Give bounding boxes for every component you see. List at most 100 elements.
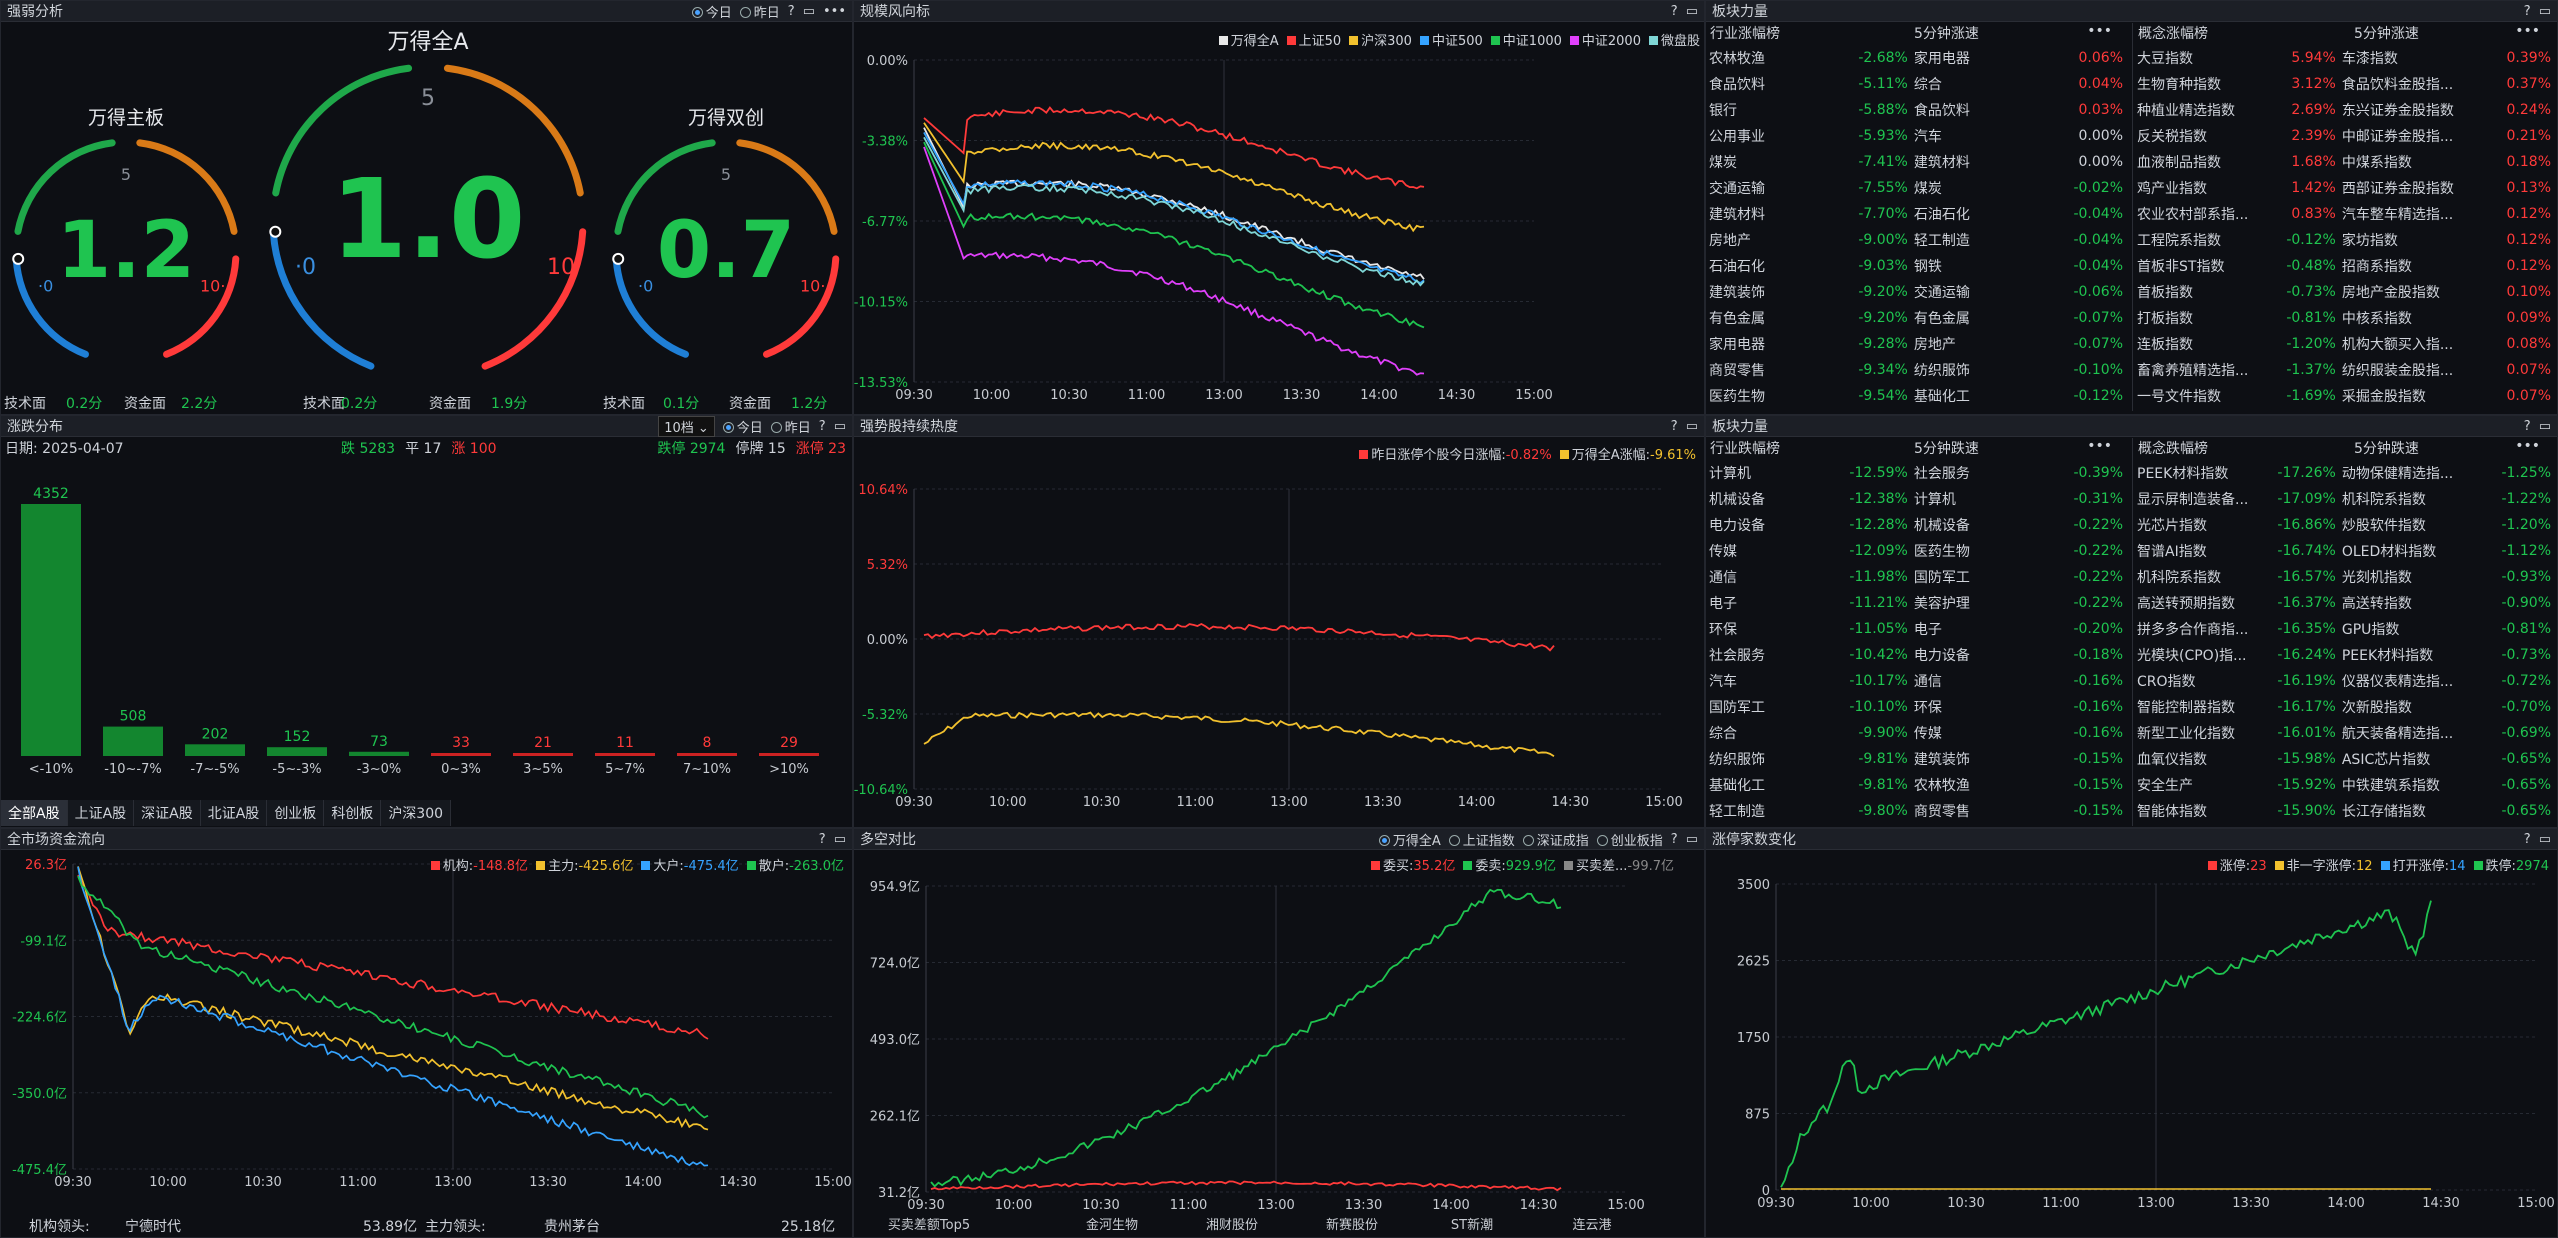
help-icon[interactable]: ? — [818, 831, 826, 847]
rank-row[interactable]: 房地产 -9.00% 轻工制造 -0.04% — [1706, 227, 2126, 253]
help-icon[interactable]: ? — [1670, 3, 1678, 19]
legend-item[interactable]: 万得全A — [1218, 30, 1279, 49]
rank-row[interactable]: 智能控制器指数 -16.17% 次新股指数 -0.70% — [2134, 694, 2554, 720]
rank-row[interactable]: 家用电器 -9.28% 房地产 -0.07% — [1706, 331, 2126, 357]
help-icon[interactable]: ? — [2523, 831, 2531, 847]
rank-row[interactable]: 通信 -11.98% 国防军工 -0.22% — [1706, 564, 2126, 590]
dist-bar[interactable] — [349, 751, 409, 756]
dist-bar[interactable] — [103, 726, 163, 756]
top5-stock[interactable]: ST新潮 — [1451, 1217, 1493, 1233]
rank-row[interactable]: 连板指数 -1.20% 机构大额买入指... 0.08% — [2134, 331, 2554, 357]
dist-bar[interactable] — [21, 504, 81, 756]
top5-stock[interactable]: 连云港 — [1572, 1217, 1611, 1233]
help-icon[interactable]: ? — [2523, 418, 2531, 434]
legend-item[interactable]: 机构:-148.8亿 — [430, 855, 528, 874]
rank-row[interactable]: 环保 -11.05% 电子 -0.20% — [1706, 616, 2126, 642]
legend-item[interactable]: 大户:-475.4亿 — [641, 855, 739, 874]
rank-row[interactable]: 鸡产业指数 1.42% 西部证券金股指数 0.13% — [2134, 175, 2554, 201]
legend-item[interactable]: 散户:-263.0亿 — [746, 855, 844, 874]
chat-icon[interactable]: ▭ — [833, 831, 846, 847]
legend-item[interactable]: 昨日涨停个股今日涨幅:-0.82% — [1359, 444, 1552, 463]
rank-row[interactable]: 电子 -11.21% 美容护理 -0.22% — [1706, 590, 2126, 616]
rank-row[interactable]: 电力设备 -12.28% 机械设备 -0.22% — [1706, 512, 2126, 538]
rank-row[interactable]: 国防军工 -10.10% 环保 -0.16% — [1706, 694, 2126, 720]
top5-stock[interactable]: 新赛股份 — [1326, 1217, 1378, 1233]
rank-row[interactable]: 社会服务 -10.42% 电力设备 -0.18% — [1706, 642, 2126, 668]
index-radio[interactable]: 万得全A — [1378, 830, 1441, 849]
legend-item[interactable]: 买卖差...-99.7亿 — [1563, 855, 1674, 874]
legend-item[interactable]: 打开涨停:14 — [2380, 855, 2466, 874]
rank-row[interactable]: 安全生产 -15.92% 中铁建筑系指数 -0.65% — [2134, 772, 2554, 798]
more-icon[interactable]: ••• — [2087, 438, 2112, 454]
chat-icon[interactable]: ▭ — [802, 3, 815, 19]
rank-row[interactable]: CRO指数 -16.19% 仪器仪表精选指... -0.72% — [2134, 668, 2554, 694]
rank-row[interactable]: 汽车 -10.17% 通信 -0.16% — [1706, 668, 2126, 694]
market-tab[interactable]: 北证A股 — [200, 800, 268, 826]
yesterday-radio[interactable]: 昨日 — [739, 2, 780, 21]
rank-row[interactable]: 大豆指数 5.94% 车漆指数 0.39% — [2134, 45, 2554, 71]
legend-item[interactable]: 中证500 — [1419, 30, 1483, 49]
chat-icon[interactable]: ▭ — [1685, 418, 1698, 434]
rank-row[interactable]: 血液制品指数 1.68% 中煤系指数 0.18% — [2134, 149, 2554, 175]
legend-item[interactable]: 委买:35.2亿 — [1371, 855, 1455, 874]
rank-row[interactable]: 机械设备 -12.38% 计算机 -0.31% — [1706, 486, 2126, 512]
legend-item[interactable]: 非一字涨停:12 — [2274, 855, 2373, 874]
rank-row[interactable]: 农林牧渔 -2.68% 家用电器 0.06% — [1706, 45, 2126, 71]
help-icon[interactable]: ? — [1670, 418, 1678, 434]
rank-row[interactable]: 首板指数 -0.73% 房地产金股指数 0.10% — [2134, 279, 2554, 305]
market-tab[interactable]: 沪深300 — [381, 800, 452, 826]
rank-row[interactable]: 石油石化 -9.03% 钢铁 -0.04% — [1706, 253, 2126, 279]
dist-bar[interactable] — [677, 753, 737, 756]
index-radio[interactable]: 上证指数 — [1448, 830, 1515, 849]
rank-row[interactable]: 工程院系指数 -0.12% 家坊指数 0.12% — [2134, 227, 2554, 253]
rank-row[interactable]: 血氧仪指数 -15.98% ASIC芯片指数 -0.65% — [2134, 746, 2554, 772]
rank-row[interactable]: 交通运输 -7.55% 煤炭 -0.02% — [1706, 175, 2126, 201]
yesterday-radio[interactable]: 昨日 — [770, 417, 811, 436]
rank-row[interactable]: 光模块(CPO)指... -16.24% PEEK材料指数 -0.73% — [2134, 642, 2554, 668]
rank-row[interactable]: 医药生物 -9.54% 基础化工 -0.12% — [1706, 383, 2126, 409]
top5-stock[interactable]: 湘财股份 — [1206, 1218, 1258, 1233]
dist-bar[interactable] — [431, 753, 491, 756]
legend-item[interactable]: 中证2000 — [1569, 30, 1641, 49]
rank-row[interactable]: 轻工制造 -9.80% 商贸零售 -0.15% — [1706, 798, 2126, 824]
help-icon[interactable]: ? — [787, 3, 795, 19]
today-radio[interactable]: 今日 — [722, 417, 763, 436]
rank-row[interactable]: 光芯片指数 -16.86% 炒股软件指数 -1.20% — [2134, 512, 2554, 538]
legend-item[interactable]: 上证50 — [1286, 30, 1341, 49]
help-icon[interactable]: ? — [2523, 3, 2531, 19]
rank-row[interactable]: 农业农村部系指... 0.83% 汽车整车精选指... 0.12% — [2134, 201, 2554, 227]
rank-row[interactable]: PEEK材料指数 -17.26% 动物保健精选指... -1.25% — [2134, 460, 2554, 486]
help-icon[interactable]: ? — [1670, 831, 1678, 847]
rank-row[interactable]: 有色金属 -9.20% 有色金属 -0.07% — [1706, 305, 2126, 331]
more-icon[interactable]: ••• — [2087, 23, 2112, 39]
chat-icon[interactable]: ▭ — [833, 418, 846, 434]
market-tab[interactable]: 上证A股 — [67, 800, 135, 826]
legend-item[interactable]: 委卖:929.9亿 — [1463, 855, 1556, 874]
chat-icon[interactable]: ▭ — [2538, 418, 2551, 434]
rank-row[interactable]: 煤炭 -7.41% 建筑材料 0.00% — [1706, 149, 2126, 175]
rank-row[interactable]: 畜禽养殖精选指... -1.37% 纺织服装金股指... 0.07% — [2134, 357, 2554, 383]
dist-bar[interactable] — [185, 744, 245, 756]
legend-item[interactable]: 跌停:2974 — [2473, 855, 2549, 874]
dist-bar[interactable] — [759, 753, 819, 756]
index-radio[interactable]: 深证成指 — [1522, 830, 1589, 849]
rank-row[interactable]: 建筑材料 -7.70% 石油石化 -0.04% — [1706, 201, 2126, 227]
rank-row[interactable]: 综合 -9.90% 传媒 -0.16% — [1706, 720, 2126, 746]
rank-row[interactable]: 基础化工 -9.81% 农林牧渔 -0.15% — [1706, 772, 2126, 798]
rank-row[interactable]: 机科院系指数 -16.57% 光刻机指数 -0.93% — [2134, 564, 2554, 590]
dist-bar[interactable] — [513, 753, 573, 756]
rank-row[interactable]: 食品饮料 -5.11% 综合 0.04% — [1706, 71, 2126, 97]
rank-row[interactable]: 一号文件指数 -1.69% 采掘金股指数 0.07% — [2134, 383, 2554, 409]
rank-row[interactable]: 首板非ST指数 -0.48% 招商系指数 0.12% — [2134, 253, 2554, 279]
rank-row[interactable]: 显示屏制造装备... -17.09% 机科院系指数 -1.22% — [2134, 486, 2554, 512]
rank-row[interactable]: 银行 -5.88% 食品饮料 0.03% — [1706, 97, 2126, 123]
legend-item[interactable]: 万得全A涨幅:-9.61% — [1559, 444, 1696, 463]
rank-row[interactable]: 种植业精选指数 2.69% 东兴证券金股指数 0.24% — [2134, 97, 2554, 123]
legend-item[interactable]: 主力:-425.6亿 — [536, 855, 633, 874]
rank-row[interactable]: 公用事业 -5.93% 汽车 0.00% — [1706, 123, 2126, 149]
market-tab[interactable]: 深证A股 — [134, 800, 201, 826]
rank-row[interactable]: 智能体指数 -15.90% 长江存储指数 -0.65% — [2134, 798, 2554, 824]
legend-item[interactable]: 微盘股 — [1648, 30, 1700, 49]
chat-icon[interactable]: ▭ — [2538, 831, 2551, 847]
market-tab[interactable]: 科创板 — [324, 800, 382, 826]
